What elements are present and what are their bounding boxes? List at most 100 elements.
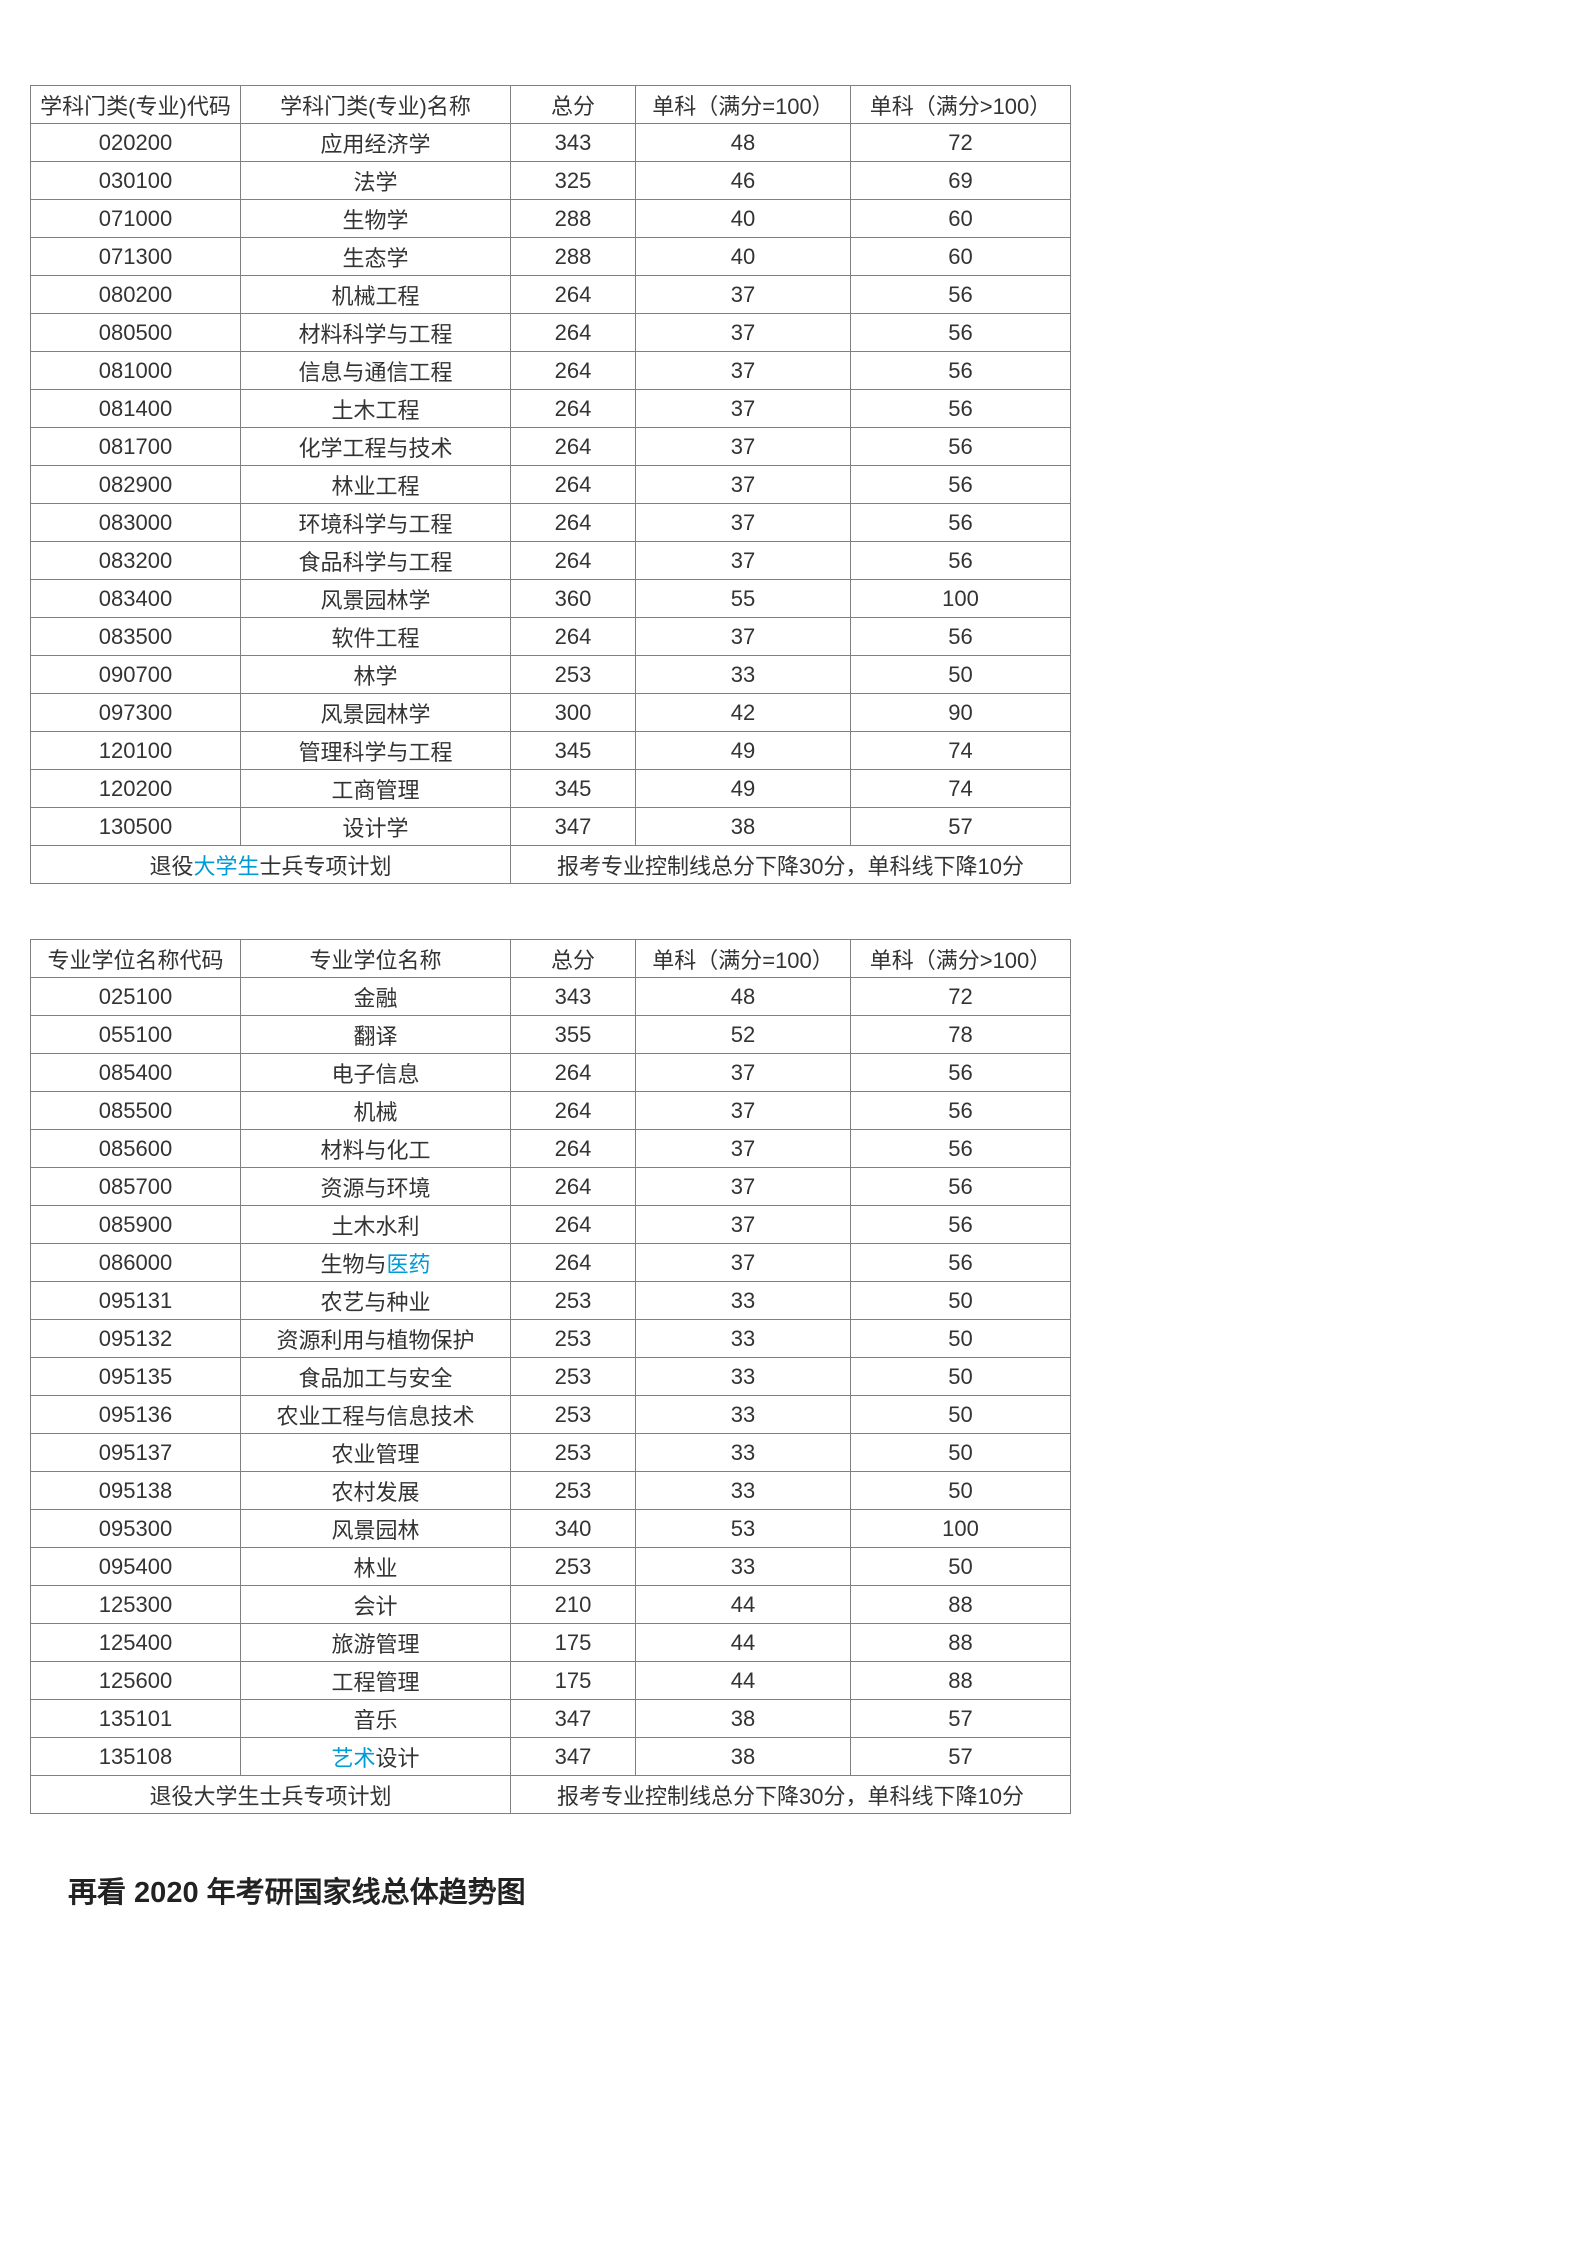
table-row: 095135食品加工与安全2533350	[31, 1358, 1071, 1396]
table-cell: 38	[636, 1700, 851, 1738]
table-cell: 095300	[31, 1510, 241, 1548]
table-row: 135101音乐3473857	[31, 1700, 1071, 1738]
table-cell: 085600	[31, 1130, 241, 1168]
table-cell: 49	[636, 732, 851, 770]
table-cell: 材料科学与工程	[241, 314, 511, 352]
table-cell: 56	[851, 618, 1071, 656]
link-daxuesheng[interactable]: 大学生	[193, 854, 259, 879]
table-cell: 56	[851, 276, 1071, 314]
table-cell: 264	[511, 466, 636, 504]
table-cell: 74	[851, 770, 1071, 808]
table-cell: 资源利用与植物保护	[241, 1320, 511, 1358]
table-cell: 125300	[31, 1586, 241, 1624]
table-cell: 360	[511, 580, 636, 618]
column-header: 总分	[511, 940, 636, 978]
table1-footer-row: 退役大学生士兵专项计划 报考专业控制线总分下降30分，单科线下降10分	[31, 846, 1071, 884]
table-row: 085700资源与环境2643756	[31, 1168, 1071, 1206]
table-cell: 土木工程	[241, 390, 511, 428]
table-cell: 食品加工与安全	[241, 1358, 511, 1396]
table-cell: 253	[511, 1282, 636, 1320]
table-cell: 030100	[31, 162, 241, 200]
table-cell: 120200	[31, 770, 241, 808]
cell-link[interactable]: 医药	[387, 1252, 431, 1277]
table-cell: 020200	[31, 124, 241, 162]
table-cell: 080500	[31, 314, 241, 352]
table-cell: 52	[636, 1016, 851, 1054]
table-row: 081400土木工程2643756	[31, 390, 1071, 428]
table-cell: 37	[636, 276, 851, 314]
table-cell: 56	[851, 542, 1071, 580]
table-row: 071000生物学2884060	[31, 200, 1071, 238]
table-cell: 210	[511, 1586, 636, 1624]
table-cell: 管理科学与工程	[241, 732, 511, 770]
table-cell: 化学工程与技术	[241, 428, 511, 466]
table-cell: 生态学	[241, 238, 511, 276]
table-row: 055100翻译3555278	[31, 1016, 1071, 1054]
table-cell: 086000	[31, 1244, 241, 1282]
table1-body: 020200应用经济学3434872030100法学3254669071000生…	[31, 124, 1071, 846]
table-cell: 37	[636, 1206, 851, 1244]
table-cell: 88	[851, 1662, 1071, 1700]
table-row: 080500材料科学与工程2643756	[31, 314, 1071, 352]
table-cell: 72	[851, 978, 1071, 1016]
table-cell: 50	[851, 1282, 1071, 1320]
table-cell: 37	[636, 390, 851, 428]
table-row: 085600材料与化工2643756	[31, 1130, 1071, 1168]
table-cell: 37	[636, 352, 851, 390]
table-cell: 083000	[31, 504, 241, 542]
table-cell: 44	[636, 1586, 851, 1624]
table-cell: 095132	[31, 1320, 241, 1358]
table-row: 095400林业2533350	[31, 1548, 1071, 1586]
table-cell: 264	[511, 1244, 636, 1282]
table-cell: 农艺与种业	[241, 1282, 511, 1320]
table-cell: 56	[851, 1168, 1071, 1206]
table-row: 085900土木水利2643756	[31, 1206, 1071, 1244]
table-cell: 55	[636, 580, 851, 618]
table-cell: 农村发展	[241, 1472, 511, 1510]
table-cell: 林学	[241, 656, 511, 694]
table2-footer-left: 退役大学生士兵专项计划	[31, 1776, 511, 1814]
table-cell: 085400	[31, 1054, 241, 1092]
table-cell: 264	[511, 618, 636, 656]
cell-link[interactable]: 艺术	[331, 1746, 375, 1771]
cell-text: 设计	[376, 1746, 420, 1771]
table-row: 020200应用经济学3434872	[31, 124, 1071, 162]
table-cell: 37	[636, 428, 851, 466]
table-cell: 56	[851, 466, 1071, 504]
table-cell: 48	[636, 978, 851, 1016]
table-cell: 33	[636, 1548, 851, 1586]
table-cell: 097300	[31, 694, 241, 732]
table-cell: 57	[851, 1700, 1071, 1738]
table-cell: 林业工程	[241, 466, 511, 504]
table-cell: 50	[851, 656, 1071, 694]
table-cell: 095136	[31, 1396, 241, 1434]
table-cell: 88	[851, 1624, 1071, 1662]
table-cell: 345	[511, 732, 636, 770]
table-row: 135108艺术设计3473857	[31, 1738, 1071, 1776]
table-cell: 081700	[31, 428, 241, 466]
table-cell: 081000	[31, 352, 241, 390]
table-cell: 253	[511, 1358, 636, 1396]
table-row: 081000信息与通信工程2643756	[31, 352, 1071, 390]
table-cell: 264	[511, 542, 636, 580]
table-cell: 56	[851, 390, 1071, 428]
table-cell: 343	[511, 978, 636, 1016]
table-cell: 56	[851, 314, 1071, 352]
table-cell: 40	[636, 200, 851, 238]
table-cell: 会计	[241, 1586, 511, 1624]
table-row: 095300风景园林34053100	[31, 1510, 1071, 1548]
table-cell: 37	[636, 1168, 851, 1206]
table-cell: 38	[636, 1738, 851, 1776]
table2-footer-row: 退役大学生士兵专项计划 报考专业控制线总分下降30分，单科线下降10分	[31, 1776, 1071, 1814]
table-cell: 56	[851, 352, 1071, 390]
table-row: 082900林业工程2643756	[31, 466, 1071, 504]
table-row: 095132资源利用与植物保护2533350	[31, 1320, 1071, 1358]
table-row: 083000环境科学与工程2643756	[31, 504, 1071, 542]
table-cell: 37	[636, 314, 851, 352]
table-cell: 264	[511, 390, 636, 428]
table-cell: 电子信息	[241, 1054, 511, 1092]
table-row: 086000生物与医药2643756	[31, 1244, 1071, 1282]
column-header: 单科（满分=100）	[636, 86, 851, 124]
column-header: 总分	[511, 86, 636, 124]
table-cell: 264	[511, 276, 636, 314]
